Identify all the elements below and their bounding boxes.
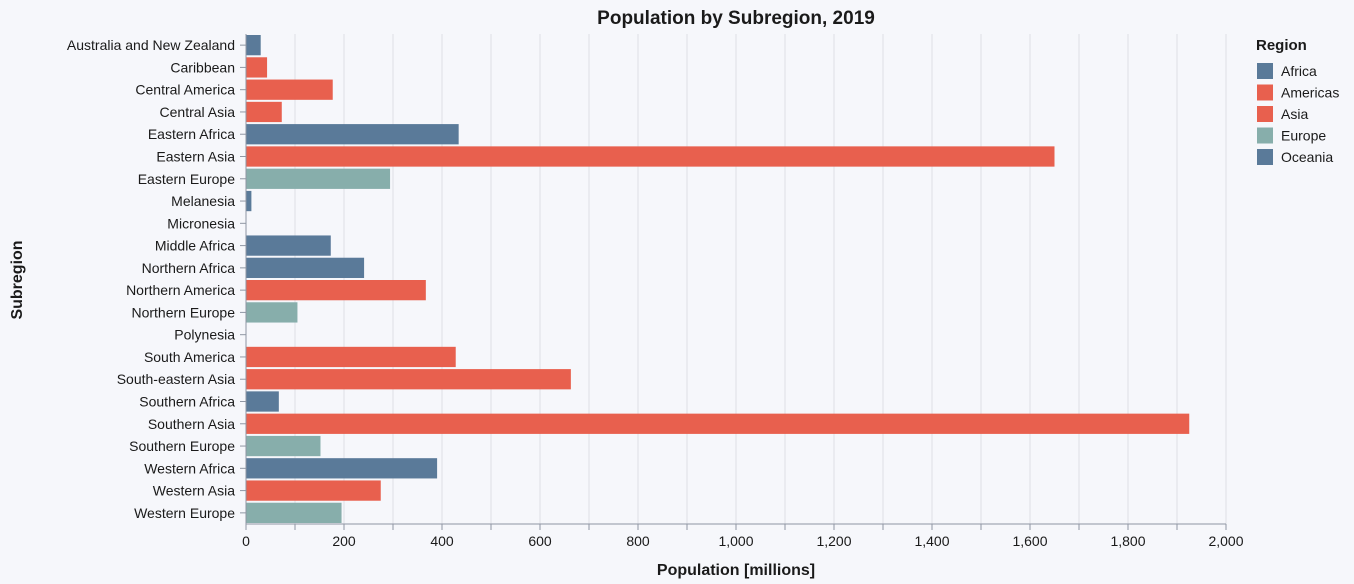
- x-tick-label: 2,000: [1208, 533, 1243, 549]
- legend-swatch: [1257, 63, 1273, 79]
- legend-label: Africa: [1281, 63, 1317, 79]
- x-axis-title: Population [millions]: [657, 562, 815, 579]
- legend-label: Asia: [1281, 106, 1308, 122]
- bar: [246, 435, 321, 457]
- bar: [246, 79, 333, 100]
- y-tick-label: Northern Africa: [142, 260, 236, 276]
- x-tick-label: 1,600: [1012, 533, 1047, 549]
- legend-label: Americas: [1281, 85, 1339, 101]
- bar: [246, 235, 331, 256]
- bar: [246, 257, 365, 278]
- legend-swatch: [1257, 84, 1273, 101]
- bar: [246, 190, 252, 212]
- bars: [246, 35, 1190, 523]
- bar: [246, 480, 381, 501]
- grid: [245, 34, 1227, 524]
- y-tick-label: Southern Europe: [129, 438, 235, 454]
- y-tick-label: South-eastern Asia: [117, 371, 236, 387]
- y-tick-label: Southern Asia: [148, 416, 235, 432]
- legend: Region Africa Americas Asia Europe Oceania: [1256, 37, 1339, 165]
- bar: [246, 458, 438, 479]
- y-tick-label: Australia and New Zealand: [67, 37, 235, 53]
- y-tick-label: Central America: [135, 82, 235, 98]
- chart-title: Population by Subregion, 2019: [597, 8, 875, 29]
- y-axis-labels: Australia and New Zealand Caribbean Centra…: [67, 34, 247, 524]
- y-tick-label: Western Africa: [144, 460, 235, 476]
- bar: [246, 35, 261, 56]
- bar: [246, 124, 459, 145]
- legend-label: Europe: [1281, 128, 1326, 144]
- x-tick-label: 1,400: [914, 533, 949, 549]
- legend-swatch: [1257, 127, 1273, 144]
- x-tick-label: 1,000: [718, 533, 753, 549]
- bar: [246, 413, 1190, 434]
- y-tick-label: Western Europe: [134, 505, 235, 521]
- y-tick-label: Middle Africa: [155, 238, 235, 254]
- y-tick-label: Central Asia: [160, 104, 236, 120]
- legend-label: Oceania: [1281, 149, 1333, 165]
- x-axis: 0 200 400 600 800 1,000 1,200 1,400 1,600 1,800 2,…: [242, 523, 1244, 549]
- x-tick-label: 800: [626, 533, 650, 549]
- y-tick-label: Eastern Africa: [148, 126, 235, 142]
- x-tick-label: 400: [430, 533, 454, 549]
- y-tick-label: Micronesia: [167, 215, 235, 231]
- x-tick-label: 1,200: [816, 533, 851, 549]
- x-tick-label: 600: [528, 533, 552, 549]
- bar: [246, 101, 282, 123]
- y-tick-label: Caribbean: [170, 59, 235, 75]
- bar: [246, 168, 391, 189]
- y-tick-label: Polynesia: [174, 327, 235, 343]
- x-tick-label: 0: [242, 533, 250, 549]
- y-tick-label: Northern Europe: [131, 304, 235, 320]
- legend-swatch: [1257, 106, 1273, 122]
- bar: [246, 57, 268, 78]
- x-tick-label: 1,800: [1110, 533, 1145, 549]
- legend-swatch: [1257, 149, 1273, 165]
- legend-title: Region: [1256, 37, 1307, 54]
- x-tick-label: 200: [332, 533, 356, 549]
- bar: [246, 146, 1055, 167]
- y-tick-label: Western Asia: [153, 483, 235, 499]
- y-tick-label: South America: [144, 349, 235, 365]
- bar: [246, 391, 279, 412]
- bar: [246, 346, 456, 368]
- bar: [246, 302, 298, 323]
- y-axis-title: Subregion: [9, 240, 26, 319]
- y-tick-label: Eastern Asia: [156, 149, 235, 165]
- y-tick-label: Melanesia: [171, 193, 235, 209]
- bar: [246, 502, 342, 523]
- bar: [246, 369, 571, 390]
- y-tick-label: Eastern Europe: [138, 171, 235, 187]
- bar: [246, 280, 426, 301]
- y-tick-label: Southern Africa: [139, 394, 235, 410]
- y-tick-label: Northern America: [126, 282, 235, 298]
- legend-items: Africa Americas Asia Europe Oceania: [1257, 63, 1339, 165]
